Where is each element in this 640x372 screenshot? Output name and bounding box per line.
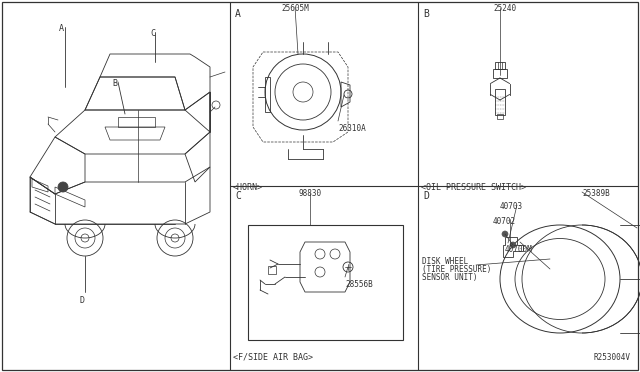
Bar xyxy=(493,69,507,78)
Bar xyxy=(248,225,403,340)
Text: 25605M: 25605M xyxy=(281,4,309,13)
Text: B: B xyxy=(423,9,429,19)
Text: 28556B: 28556B xyxy=(345,280,372,289)
Text: 26310A: 26310A xyxy=(338,124,365,133)
Text: SENSOR UNIT): SENSOR UNIT) xyxy=(422,273,477,282)
Text: 40702: 40702 xyxy=(493,217,516,226)
Text: B: B xyxy=(112,79,117,88)
Bar xyxy=(268,266,276,274)
Circle shape xyxy=(58,182,68,192)
Text: D: D xyxy=(80,296,85,305)
Bar xyxy=(495,89,505,115)
Text: <HORN>: <HORN> xyxy=(233,183,263,192)
Text: DISK WHEEL: DISK WHEEL xyxy=(422,257,468,266)
Text: A: A xyxy=(59,24,64,33)
Circle shape xyxy=(502,231,508,237)
Text: 40703: 40703 xyxy=(500,202,523,211)
Text: 25240: 25240 xyxy=(493,4,516,13)
Text: R253004V: R253004V xyxy=(593,353,630,362)
Text: A: A xyxy=(235,9,241,19)
Circle shape xyxy=(510,242,516,248)
Text: 25389B: 25389B xyxy=(582,189,610,198)
Text: 98830: 98830 xyxy=(298,189,321,198)
Text: C: C xyxy=(150,29,155,38)
Text: 40700M: 40700M xyxy=(505,245,532,254)
Text: (TIRE PRESSURE): (TIRE PRESSURE) xyxy=(422,265,492,274)
Bar xyxy=(495,62,505,69)
Text: <F/SIDE AIR BAG>: <F/SIDE AIR BAG> xyxy=(233,352,313,361)
Bar xyxy=(497,114,503,119)
Text: C: C xyxy=(235,191,241,201)
Text: <OIL PRESSURE SWITCH>: <OIL PRESSURE SWITCH> xyxy=(421,183,526,192)
Text: D: D xyxy=(423,191,429,201)
